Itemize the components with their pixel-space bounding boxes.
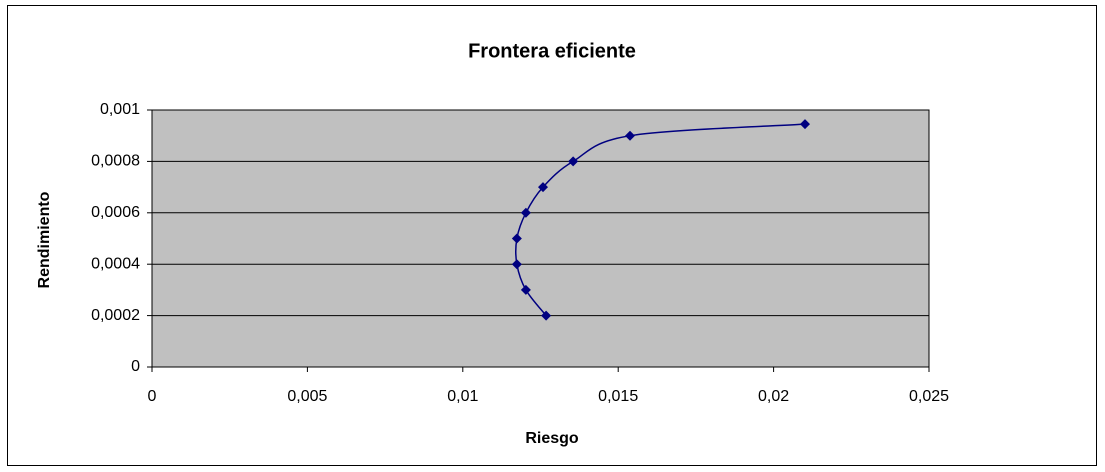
marker [511,259,522,270]
x-tick-label: 0,02 [758,388,789,405]
marker [537,182,548,193]
marker [799,119,810,130]
y-axis-label: Rendimiento [36,191,53,288]
marker [625,130,636,141]
y-tick-label: 0,0008 [91,153,140,170]
marker [520,207,531,218]
marker [511,233,522,244]
y-tick-label: 0,0004 [91,255,140,272]
plot-area [151,109,930,368]
y-tick-label: 0 [131,358,140,375]
y-tick-label: 0,0006 [91,204,140,221]
x-tick-label: 0,01 [447,388,478,405]
series-line [515,123,806,317]
x-tick-label: 0 [148,388,157,405]
marker [520,284,531,295]
x-tick-label: 0,015 [598,388,638,405]
x-tick-label: 0,025 [909,388,949,405]
marker [541,310,552,321]
chart-title: Frontera eficiente [468,40,636,62]
marker [568,156,579,167]
y-tick-label: 0,001 [100,101,140,118]
x-axis-label: Riesgo [525,430,579,447]
x-tick-label: 0,005 [287,388,327,405]
y-tick-label: 0,0002 [91,307,140,324]
